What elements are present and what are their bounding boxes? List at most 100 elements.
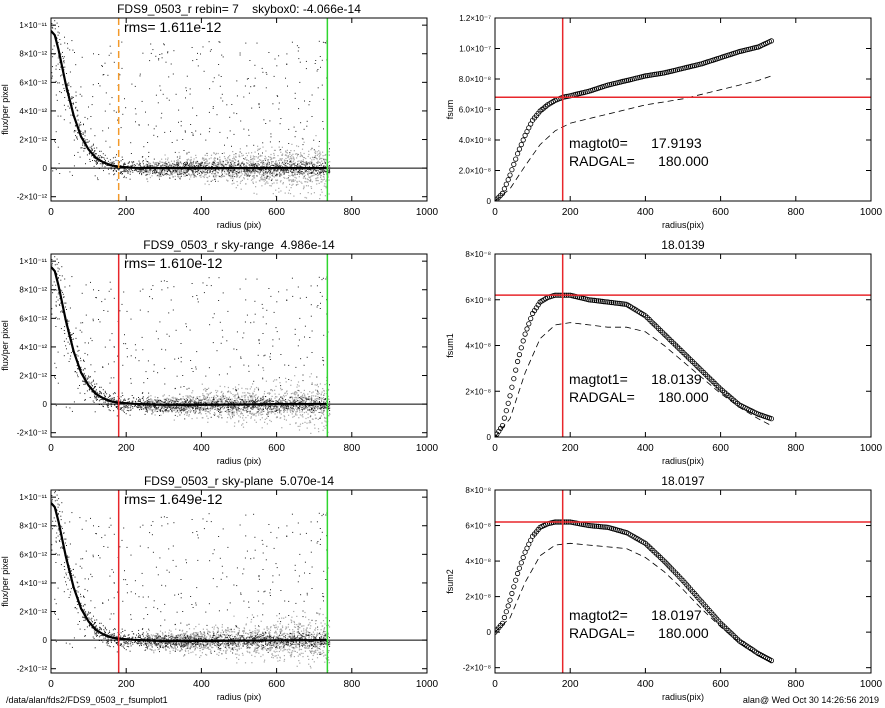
scatter-point <box>130 409 132 411</box>
scatter-point <box>210 168 212 170</box>
scatter-point <box>75 101 77 103</box>
sky-noise-point <box>203 157 205 159</box>
sky-noise-point <box>257 145 259 147</box>
growth-curve-point <box>511 161 517 167</box>
sky-noise-point <box>208 387 210 389</box>
sky-noise-point <box>323 171 325 173</box>
sky-noise-point <box>289 153 291 155</box>
scatter-point <box>297 164 298 166</box>
sky-noise-point <box>181 172 183 174</box>
sky-noise-point <box>179 176 181 178</box>
sky-noise-point <box>247 173 250 175</box>
sky-noise-point <box>253 162 255 164</box>
sky-noise-point <box>319 407 321 409</box>
scatter-point <box>268 52 270 53</box>
sky-noise-point <box>256 170 258 172</box>
scatter-point <box>91 104 93 106</box>
scatter-point <box>91 149 93 151</box>
scatter-point <box>86 141 88 143</box>
scatter-point <box>165 405 167 407</box>
sky-noise-point <box>214 413 216 415</box>
sky-noise-point <box>269 392 271 394</box>
sky-noise-point <box>297 165 299 167</box>
sky-noise-point <box>243 407 245 409</box>
sky-noise-point <box>277 412 279 414</box>
sky-noise-point <box>269 419 271 421</box>
sky-noise-point <box>227 417 229 419</box>
sky-noise-point <box>311 181 313 183</box>
sky-noise-point <box>191 169 193 171</box>
sky-noise-point <box>203 389 205 391</box>
sky-noise-point <box>304 396 306 398</box>
scatter-point <box>283 169 285 171</box>
scatter-point <box>267 175 269 177</box>
growth-curve-point <box>650 72 656 78</box>
sky-noise-point <box>287 156 289 158</box>
sky-noise-point <box>301 400 303 402</box>
scatter-point <box>316 165 318 167</box>
sky-noise-point <box>193 158 195 160</box>
scatter-point <box>185 87 187 89</box>
scatter-point <box>314 169 316 171</box>
scatter-point <box>237 163 239 165</box>
sky-noise-point <box>179 408 181 410</box>
scatter-point <box>165 398 167 400</box>
scatter-point <box>280 149 282 151</box>
scatter-point <box>123 170 125 172</box>
scatter-point <box>297 171 299 173</box>
sky-noise-point <box>260 414 262 416</box>
sky-noise-point <box>233 395 235 398</box>
sky-noise-point <box>316 384 318 386</box>
sky-noise-point <box>177 176 180 178</box>
scatter-point <box>301 398 303 400</box>
sky-noise-point <box>272 157 274 159</box>
scatter-point <box>67 352 69 354</box>
sky-noise-point <box>244 398 246 401</box>
scatter-point <box>268 169 270 171</box>
sky-noise-point <box>304 405 306 407</box>
scatter-point <box>273 75 275 77</box>
sky-noise-point <box>189 409 191 411</box>
scatter-point <box>154 168 155 170</box>
sky-noise-point <box>260 409 262 411</box>
scatter-point <box>167 166 169 167</box>
scatter-point <box>93 53 94 55</box>
scatter-point <box>56 38 58 39</box>
scatter-point <box>145 171 147 173</box>
scatter-point <box>63 119 65 121</box>
sky-noise-point <box>283 161 285 163</box>
sky-noise-point <box>174 400 176 402</box>
scatter-point <box>298 401 300 403</box>
sky-noise-point <box>156 402 158 404</box>
scatter-point <box>186 90 187 92</box>
scatter-point <box>291 171 293 173</box>
scatter-point <box>156 165 158 167</box>
sky-noise-point <box>265 157 267 159</box>
sky-noise-point <box>163 162 165 164</box>
sky-noise-point <box>263 163 265 165</box>
sky-noise-point <box>260 176 263 178</box>
sky-noise-point <box>157 402 159 404</box>
sky-noise-point <box>152 162 154 164</box>
sky-noise-point <box>305 164 307 166</box>
sky-noise-point <box>187 395 189 397</box>
sky-noise-point <box>289 175 291 177</box>
sky-noise-point <box>224 395 226 397</box>
sky-noise-point <box>322 404 324 406</box>
scatter-point <box>280 170 282 172</box>
scatter-point <box>77 132 79 133</box>
sky-noise-point <box>201 164 203 166</box>
x-tick-label: 600 <box>712 207 729 218</box>
scatter-point <box>230 170 231 172</box>
sky-noise-point <box>276 163 278 165</box>
scatter-point <box>123 177 125 178</box>
growth-curve-point <box>503 181 509 187</box>
scatter-point <box>101 65 103 67</box>
sky-noise-point <box>292 153 294 155</box>
sky-noise-point <box>319 157 321 159</box>
sky-noise-point <box>314 427 316 429</box>
sky-noise-point <box>317 393 319 396</box>
scatter-point <box>84 116 86 118</box>
sky-noise-point <box>205 408 207 410</box>
